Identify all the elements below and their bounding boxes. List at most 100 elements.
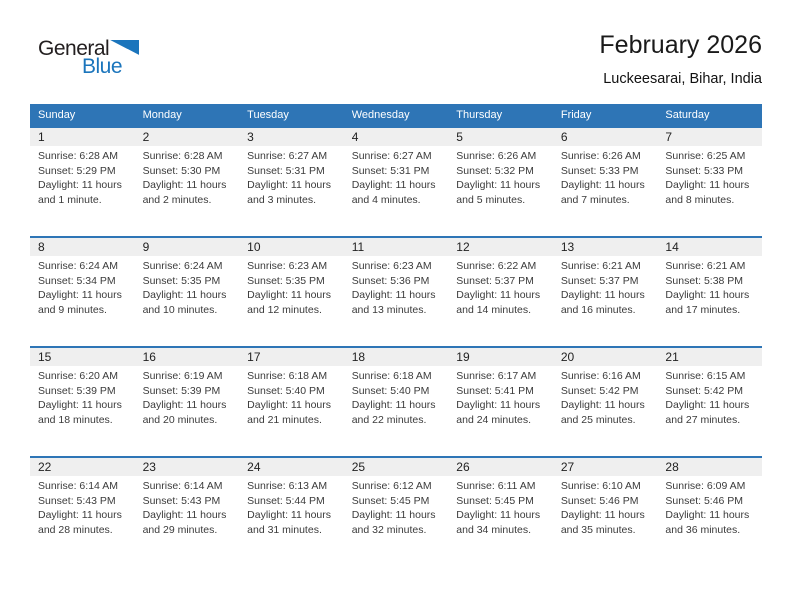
day-details-strip: Sunrise: 6:28 AM Sunset: 5:29 PM Daylight:… [30, 146, 762, 207]
day-cell-14: Sunrise: 6:21 AM Sunset: 5:38 PM Daylight:… [657, 256, 762, 317]
day-cell-15: Sunrise: 6:20 AM Sunset: 5:39 PM Daylight:… [30, 366, 135, 427]
day-sunrise: Sunrise: 6:21 AM [560, 260, 641, 272]
day-sunrise: Sunrise: 6:12 AM [351, 480, 432, 492]
day-cell-24: Sunrise: 6:13 AM Sunset: 5:44 PM Daylight:… [239, 476, 344, 537]
day-sunset: Sunset: 5:35 PM [247, 274, 325, 287]
day-number-22: 22 [38, 460, 52, 474]
day-daylight: Daylight: 11 hours and 16 minutes. [560, 289, 645, 316]
day-sunset: Sunset: 5:45 PM [351, 494, 430, 507]
day-number-19: 19 [456, 350, 470, 364]
day-cell-21: Sunrise: 6:15 AM Sunset: 5:42 PM Daylight:… [657, 366, 762, 427]
weekday-header-row: Sunday Monday Tuesday Wednesday Thursday Frid… [30, 104, 762, 126]
day-number-23: 23 [142, 460, 156, 474]
day-sunset: Sunset: 5:34 PM [38, 274, 116, 287]
day-cell-10: Sunrise: 6:23 AM Sunset: 5:35 PM Daylight:… [239, 256, 344, 317]
day-cell-27: Sunrise: 6:10 AM Sunset: 5:46 PM Daylight:… [553, 476, 658, 537]
day-sunrise: Sunrise: 6:26 AM [560, 150, 641, 162]
day-daylight: Daylight: 11 hours and 20 minutes. [142, 399, 227, 426]
day-number-7: 7 [665, 130, 673, 144]
day-number-9: 9 [142, 240, 150, 254]
day-sunrise: Sunrise: 6:11 AM [456, 480, 536, 492]
day-sunset: Sunset: 5:38 PM [665, 274, 744, 287]
day-daylight: Daylight: 11 hours and 7 minutes. [560, 179, 645, 206]
day-cell-25: Sunrise: 6:12 AM Sunset: 5:45 PM Daylight:… [344, 476, 449, 537]
day-number-strip: 1 2 3 4 5 6 7 [30, 128, 762, 146]
week-row: 1 2 3 4 5 6 7 Sunrise: 6:28 AM Sunset: 5:29 PM Da… [30, 126, 762, 236]
day-sunset: Sunset: 5:40 PM [247, 384, 325, 397]
day-cell-18: Sunrise: 6:18 AM Sunset: 5:40 PM Daylight:… [344, 366, 449, 427]
day-sunset: Sunset: 5:33 PM [560, 164, 639, 177]
day-number-2: 2 [142, 130, 150, 144]
day-sunrise: Sunrise: 6:18 AM [351, 370, 432, 382]
day-sunrise: Sunrise: 6:13 AM [247, 480, 328, 492]
generalblue-logo: General Blue [38, 38, 148, 84]
day-number-1: 1 [38, 130, 45, 144]
day-number-26: 26 [456, 460, 470, 474]
day-cell-19: Sunrise: 6:17 AM Sunset: 5:41 PM Daylight:… [448, 366, 553, 427]
day-sunset: Sunset: 5:37 PM [560, 274, 639, 287]
day-number-strip: 15 16 17 18 19 20 21 [30, 348, 762, 366]
page-title: February 2026 [599, 31, 762, 59]
day-number-17: 17 [247, 350, 261, 364]
day-daylight: Daylight: 11 hours and 34 minutes. [456, 509, 541, 536]
day-number-12: 12 [456, 240, 470, 254]
day-daylight: Daylight: 11 hours and 14 minutes. [456, 289, 541, 316]
day-sunset: Sunset: 5:31 PM [351, 164, 430, 177]
page-subtitle: Luckeesarai, Bihar, India [603, 71, 762, 87]
day-daylight: Daylight: 11 hours and 29 minutes. [142, 509, 227, 536]
weekday-header-thursday: Thursday [456, 109, 503, 121]
day-cell-26: Sunrise: 6:11 AM Sunset: 5:45 PM Daylight:… [448, 476, 553, 537]
day-cell-13: Sunrise: 6:21 AM Sunset: 5:37 PM Daylight:… [553, 256, 658, 317]
day-daylight: Daylight: 11 hours and 3 minutes. [247, 179, 331, 206]
day-sunrise: Sunrise: 6:14 AM [38, 480, 118, 492]
day-cell-1: Sunrise: 6:28 AM Sunset: 5:29 PM Daylight:… [30, 146, 135, 207]
day-cell-5: Sunrise: 6:26 AM Sunset: 5:32 PM Daylight:… [448, 146, 553, 207]
day-sunrise: Sunrise: 6:20 AM [38, 370, 118, 382]
day-daylight: Daylight: 11 hours and 27 minutes. [665, 399, 750, 426]
day-daylight: Daylight: 11 hours and 21 minutes. [247, 399, 331, 426]
weekday-header-wednesday: Wednesday [351, 109, 410, 121]
day-cell-2: Sunrise: 6:28 AM Sunset: 5:30 PM Daylight:… [135, 146, 240, 207]
day-sunset: Sunset: 5:42 PM [665, 384, 744, 397]
day-daylight: Daylight: 11 hours and 2 minutes. [142, 179, 227, 206]
day-daylight: Daylight: 11 hours and 1 minute. [38, 179, 122, 206]
day-sunrise: Sunrise: 6:09 AM [665, 480, 746, 492]
day-number-24: 24 [247, 460, 261, 474]
day-cell-11: Sunrise: 6:23 AM Sunset: 5:36 PM Daylight:… [344, 256, 449, 317]
day-sunset: Sunset: 5:46 PM [560, 494, 639, 507]
day-cell-12: Sunrise: 6:22 AM Sunset: 5:37 PM Daylight:… [448, 256, 553, 317]
day-sunrise: Sunrise: 6:15 AM [665, 370, 746, 382]
day-number-18: 18 [351, 350, 366, 364]
day-sunrise: Sunrise: 6:25 AM [665, 150, 746, 162]
day-number-28: 28 [665, 460, 679, 474]
day-sunset: Sunset: 5:33 PM [665, 164, 744, 177]
week-row: 15 16 17 18 19 20 21 Sunrise: 6:20 AM Sunset: 5:… [30, 346, 762, 456]
day-number-strip: 8 9 10 11 12 13 14 [30, 238, 762, 256]
day-cell-22: Sunrise: 6:14 AM Sunset: 5:43 PM Daylight:… [30, 476, 135, 537]
day-daylight: Daylight: 11 hours and 13 minutes. [351, 289, 436, 316]
day-daylight: Daylight: 11 hours and 32 minutes. [351, 509, 436, 536]
week-row: 8 9 10 11 12 13 14 Sunrise: 6:24 AM Sunset: 5:34… [30, 236, 762, 346]
day-number-4: 4 [351, 130, 359, 144]
day-daylight: Daylight: 11 hours and 4 minutes. [351, 179, 436, 206]
day-number-25: 25 [351, 460, 366, 474]
day-number-27: 27 [560, 460, 575, 474]
day-number-11: 11 [351, 240, 365, 254]
flag-triangle-icon [110, 40, 140, 55]
logo-line: General [38, 38, 148, 59]
weekday-header-sunday: Sunday [38, 109, 76, 121]
logo-text-general: General [38, 37, 110, 60]
day-sunrise: Sunrise: 6:23 AM [247, 260, 328, 272]
day-number-13: 13 [560, 240, 575, 254]
day-number-3: 3 [247, 130, 254, 144]
day-daylight: Daylight: 11 hours and 18 minutes. [38, 399, 122, 426]
day-cell-4: Sunrise: 6:27 AM Sunset: 5:31 PM Daylight:… [344, 146, 449, 207]
day-daylight: Daylight: 11 hours and 8 minutes. [665, 179, 750, 206]
day-daylight: Daylight: 11 hours and 28 minutes. [38, 509, 122, 536]
weekday-header-monday: Monday [142, 109, 182, 121]
day-sunset: Sunset: 5:39 PM [38, 384, 116, 397]
day-number-14: 14 [665, 240, 679, 254]
day-sunset: Sunset: 5:46 PM [665, 494, 744, 507]
day-sunset: Sunset: 5:35 PM [142, 274, 221, 287]
day-sunset: Sunset: 5:45 PM [456, 494, 534, 507]
